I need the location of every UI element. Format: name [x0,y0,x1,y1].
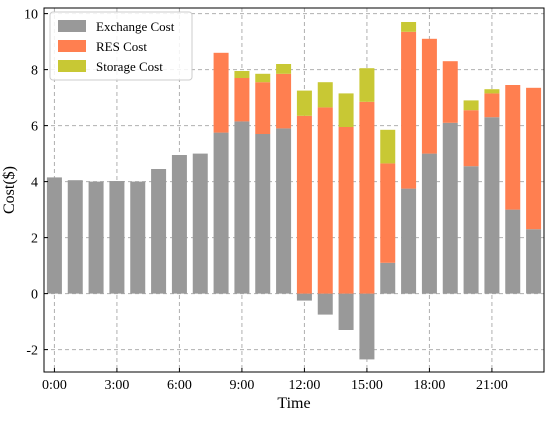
bar-exchange-cost [213,132,229,294]
bar-exchange-cost [463,166,479,294]
bar-storage-cost [234,71,250,78]
bar-exchange-cost [88,181,104,294]
bar-exchange-cost [359,293,375,360]
bars [46,22,542,360]
bar-storage-cost [296,90,312,116]
bar-res-cost [526,87,542,230]
y-tick-label: 2 [31,232,38,247]
bar-exchange-cost [255,134,271,294]
bar-storage-cost [484,89,500,94]
bar-res-cost [276,73,292,129]
bar-exchange-cost [484,117,500,294]
x-tick-label: 9:00 [229,378,254,393]
legend-label: Storage Cost [96,59,163,74]
bar-storage-cost [359,68,375,102]
bar-exchange-cost [421,153,437,294]
y-tick-label: 8 [31,64,38,79]
bar-exchange-cost [151,169,167,294]
y-tick-label: 6 [31,120,38,135]
x-axis-label: Time [277,395,310,412]
bar-storage-cost [255,73,271,83]
bar-exchange-cost [401,188,417,294]
legend-swatch [58,20,86,32]
bar-res-cost [463,110,479,167]
bar-storage-cost [338,93,354,127]
bar-res-cost [380,163,396,263]
y-tick-label: 10 [24,8,38,23]
y-tick-label: 4 [31,176,38,191]
bar-res-cost [296,115,312,294]
legend-swatch [58,40,86,52]
bar-res-cost [401,31,417,189]
bar-res-cost [234,78,250,122]
x-tick-label: 0:00 [42,378,67,393]
x-tick-label: 6:00 [167,378,192,393]
bar-exchange-cost [130,181,146,294]
ticks: -2 0 2 4 6 8 10 0:00 3:00 6:00 9:00 12:00 15:00 18:00… [24,8,508,393]
bar-res-cost [505,85,521,210]
bar-exchange-cost [67,180,83,294]
legend: Exchange Cost RES Cost Storage Cost [49,11,193,81]
bar-res-cost [213,52,229,133]
x-tick-label: 12:00 [288,378,320,393]
x-tick-label: 3:00 [104,378,129,393]
x-tick-label: 21:00 [476,378,508,393]
bar-exchange-cost [234,121,250,294]
bar-storage-cost [317,82,333,108]
y-tick-label: 0 [31,288,38,303]
bar-exchange-cost [442,122,458,294]
y-axis-label: Cost($) [1,166,18,214]
legend-label: Exchange Cost [96,19,175,34]
bar-exchange-cost [192,153,208,294]
bar-res-cost [442,61,458,123]
bar-exchange-cost [296,293,312,301]
x-tick-label: 15:00 [351,378,383,393]
bar-exchange-cost [109,181,125,294]
bar-exchange-cost [380,262,396,294]
plot-frame [43,7,545,373]
bar-exchange-cost [505,209,521,294]
bar-exchange-cost [338,293,354,330]
bar-res-cost [359,101,375,294]
x-tick-label: 18:00 [413,378,445,393]
bar-exchange-cost [46,177,62,294]
legend-label: RES Cost [96,39,147,54]
bar-exchange-cost [317,293,333,315]
bar-res-cost [255,82,271,134]
bar-res-cost [317,107,333,294]
bar-res-cost [338,127,354,294]
bar-storage-cost [463,100,479,111]
bar-res-cost [484,93,500,118]
bar-storage-cost [401,22,417,32]
bar-exchange-cost [526,229,542,294]
bar-storage-cost [276,64,292,74]
bar-storage-cost [380,129,396,164]
bar-res-cost [421,38,437,154]
bar-exchange-cost [171,155,187,294]
bar-exchange-cost [276,128,292,294]
legend-swatch [58,60,86,72]
y-tick-label: -2 [26,344,38,359]
